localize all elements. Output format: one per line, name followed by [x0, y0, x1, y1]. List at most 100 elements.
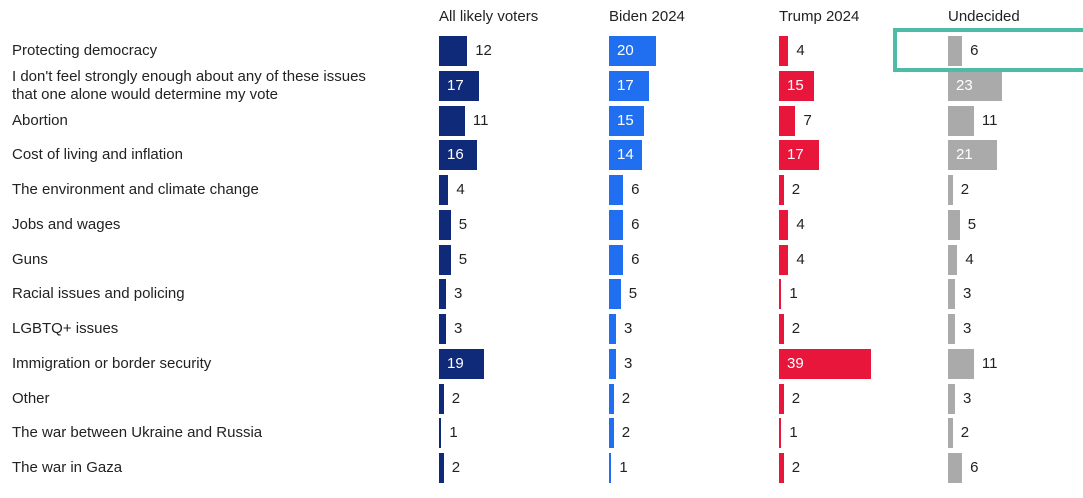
value-label: 17 [787, 146, 804, 164]
bar [439, 453, 444, 483]
value-label: 4 [796, 250, 805, 268]
row-label-11: The war between Ukraine and Russia [12, 424, 432, 442]
row-label-0: Protecting democracy [12, 42, 432, 60]
bar [439, 418, 442, 449]
row-label-5: Jobs and wages [12, 216, 432, 234]
value-label: 12 [475, 42, 492, 59]
value-label: 6 [631, 250, 640, 268]
row-label-2: Abortion [12, 112, 432, 130]
value-label: 1 [449, 424, 458, 442]
value-label: 4 [796, 215, 805, 233]
row-label-line: Protecting democracy [12, 42, 158, 59]
row-label-line: that one alone would determine my vote [12, 85, 278, 103]
bar [609, 70, 649, 101]
value-label: 2 [960, 424, 970, 442]
value-label: 1 [789, 285, 798, 303]
value-label: 11 [981, 354, 998, 372]
row-label-10: Other [12, 390, 432, 408]
row-label-1: I don't feel strongly enough about any o… [12, 68, 432, 104]
row-label-7: Racial issues and policing [12, 285, 432, 303]
bar [948, 244, 958, 275]
value-label: 2 [621, 424, 631, 442]
bar [439, 36, 468, 66]
value-label: 6 [970, 42, 979, 59]
value-label: 6 [631, 215, 640, 233]
value-label: 14 [617, 146, 634, 164]
value-label: 5 [628, 285, 638, 303]
bar [609, 105, 645, 136]
bar [948, 279, 956, 310]
bar [439, 140, 477, 171]
value-label: 3 [624, 354, 633, 372]
value-label: 21 [956, 146, 973, 164]
value-label: 2 [621, 389, 631, 407]
value-label: 4 [965, 250, 974, 268]
bar [439, 348, 484, 379]
bar [779, 383, 784, 414]
bar [609, 453, 612, 483]
value-label: 2 [791, 389, 801, 407]
bar [609, 418, 614, 449]
bar [609, 209, 624, 240]
row-label-9: Immigration or border security [12, 355, 432, 373]
highlight-box [893, 28, 1083, 72]
bar [609, 175, 624, 205]
row-label-4: The environment and climate change [12, 181, 432, 199]
bar [948, 383, 956, 414]
row-label-line: Guns [12, 250, 48, 268]
bar [779, 348, 871, 379]
bar [439, 244, 451, 275]
bar [439, 383, 444, 414]
value-label: 15 [787, 76, 804, 94]
bar [779, 279, 782, 310]
bar [779, 36, 789, 66]
bar [779, 209, 789, 240]
bar [609, 244, 624, 275]
bar [779, 418, 782, 449]
bar [948, 209, 960, 240]
bar [609, 279, 621, 310]
bar [439, 70, 479, 101]
bar [779, 314, 784, 344]
row-label-line: Jobs and wages [12, 215, 121, 233]
value-label: 2 [960, 181, 970, 198]
bar [779, 175, 784, 205]
value-label: 2 [451, 389, 461, 407]
bar [948, 348, 974, 379]
row-label-line: I don't feel strongly enough about any o… [12, 67, 366, 85]
row-label-line: The war in Gaza [12, 459, 123, 476]
column-header-3: Undecided [948, 8, 1020, 25]
value-label: 3 [963, 285, 972, 303]
value-label: 2 [791, 181, 801, 198]
bar [779, 244, 789, 275]
row-label-line: The war between Ukraine and Russia [12, 424, 263, 442]
value-label: 1 [619, 459, 628, 476]
value-label: 39 [787, 354, 804, 372]
row-label-8: LGBTQ+ issues [12, 320, 432, 338]
column-header-2: Trump 2024 [779, 8, 860, 25]
row-label-line: Immigration or border security [12, 354, 212, 372]
value-label: 7 [803, 111, 812, 129]
value-label: 6 [631, 181, 640, 198]
row-label-line: Abortion [12, 111, 68, 129]
value-label: 23 [956, 76, 973, 94]
bar [779, 70, 815, 101]
bar [948, 418, 953, 449]
value-label: 17 [617, 76, 634, 94]
bar [439, 209, 451, 240]
value-label: 15 [617, 111, 634, 129]
bar [948, 36, 963, 66]
bar [609, 383, 614, 414]
value-label: 2 [791, 320, 801, 337]
bar [609, 36, 656, 66]
value-label: 5 [458, 250, 468, 268]
bar [439, 175, 449, 205]
row-label-line: Cost of living and inflation [12, 146, 183, 164]
bar [948, 105, 974, 136]
bar [779, 140, 819, 171]
value-label: 11 [472, 111, 489, 129]
value-label: 11 [981, 111, 998, 129]
row-label-3: Cost of living and inflation [12, 146, 432, 164]
value-label: 20 [617, 42, 634, 59]
